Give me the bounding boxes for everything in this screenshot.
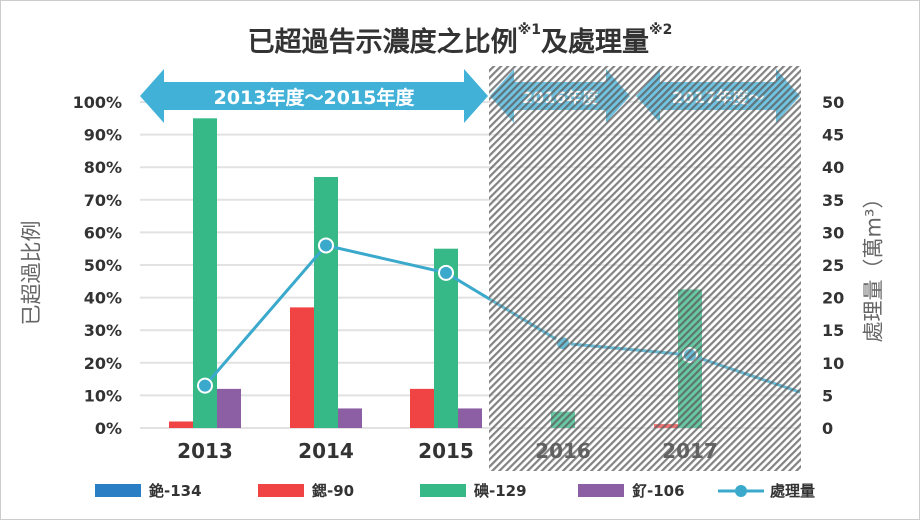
y2-tick-label: 45 <box>822 126 844 145</box>
y2-tick-label: 50 <box>822 93 844 112</box>
y2-tick-label: 20 <box>822 289 844 308</box>
title-main: 已超過告示濃度之比例 <box>247 27 518 58</box>
y-tick-label: 80% <box>84 158 122 177</box>
legend-item: 銫-134 <box>95 480 202 501</box>
title-note-1: ※1 <box>517 22 541 38</box>
bar-鍶-90 <box>169 421 193 428</box>
period-label: 2013年度～2015年度 <box>214 86 416 109</box>
legend-label: 銫-134 <box>149 482 202 500</box>
y2-tick-label: 5 <box>822 386 833 405</box>
period-arrow-2013-2015 <box>140 69 488 123</box>
legend-label: 碘-129 <box>474 482 527 500</box>
legend-label: 鍶-90 <box>312 482 355 500</box>
x-tick-label: 2014 <box>298 439 354 463</box>
legend-item: 釕-106 <box>578 480 685 501</box>
y2-tick-label: 25 <box>822 256 844 275</box>
line-point <box>197 377 213 394</box>
legend-line-swatch <box>718 484 764 497</box>
y-tick-label: 20% <box>84 354 122 373</box>
y2-tick-label: 0 <box>822 419 833 438</box>
hatched-overlay <box>489 66 801 471</box>
line-point <box>318 237 334 254</box>
legend-item: 鍶-90 <box>258 480 354 501</box>
bar-釕-106 <box>217 388 241 428</box>
legend-item: 碘-129 <box>420 480 527 501</box>
y-tick-label: 40% <box>84 289 122 308</box>
title-note-2: ※2 <box>649 22 673 38</box>
legend-swatch <box>420 484 466 497</box>
y-tick-label: 30% <box>84 321 122 340</box>
line-point <box>438 264 454 281</box>
legend-swatch <box>258 484 304 497</box>
x-tick-label: 2015 <box>418 439 474 463</box>
legend-label: 處理量 <box>770 482 816 500</box>
legend-swatch <box>95 484 141 497</box>
title-mid: 及處理量 <box>541 27 649 58</box>
y2-tick-label: 15 <box>822 321 844 340</box>
legend-label: 釕-106 <box>632 482 685 500</box>
x-tick-label: 2013 <box>177 439 233 463</box>
y-tick-label: 10% <box>84 386 122 405</box>
legend-item-line: 處理量 <box>718 480 815 501</box>
bar-釕-106 <box>338 408 362 428</box>
y-tick-label: 50% <box>84 256 122 275</box>
y-tick-label: 0% <box>95 419 122 438</box>
chart-title: 已超過告示濃度之比例※1及處理量※2 <box>0 20 920 59</box>
y-tick-label: 90% <box>84 126 122 145</box>
bar-釕-106 <box>458 408 482 428</box>
legend: 銫-134 鍶-90 碘-129 釕-106 處理量 <box>0 480 920 504</box>
bar-鍶-90 <box>290 307 314 428</box>
y2-tick-label: 35 <box>822 191 844 210</box>
y2-tick-label: 10 <box>822 354 844 373</box>
y-tick-label: 100% <box>73 93 122 112</box>
legend-swatch <box>578 484 624 497</box>
y-tick-label: 60% <box>84 223 122 242</box>
y2-tick-label: 30 <box>822 223 844 242</box>
y-tick-label: 70% <box>84 191 122 210</box>
y2-tick-label: 40 <box>822 158 844 177</box>
bar-鍶-90 <box>410 388 434 428</box>
bar-碘-129 <box>314 176 338 428</box>
